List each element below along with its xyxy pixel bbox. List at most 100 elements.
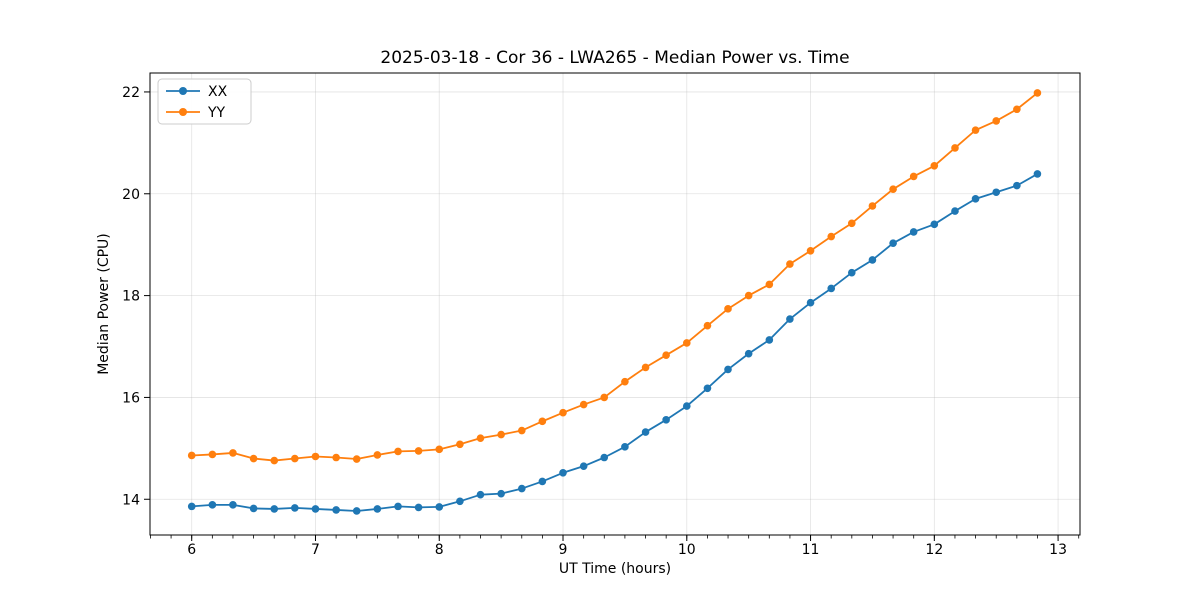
- y-tick-label: 18: [122, 289, 140, 305]
- xx-data-point: [249, 504, 258, 513]
- yy-data-point: [847, 219, 856, 228]
- xx-data-point: [971, 195, 980, 203]
- axis-ticks: [144, 91, 1080, 541]
- xx-data-point: [291, 504, 299, 512]
- plot-border: [149, 72, 1081, 536]
- x-tick-label: 9: [559, 542, 568, 558]
- xx-data-point: [641, 428, 650, 436]
- xx-series: [187, 170, 1042, 515]
- yy-data-point: [249, 454, 258, 463]
- xx-data-point: [1033, 170, 1042, 178]
- legend-marker-icon: [179, 108, 187, 116]
- yy-data-point: [538, 417, 547, 426]
- yy-data-point: [579, 400, 588, 409]
- xx-data-point: [373, 505, 382, 513]
- xx-data-point: [538, 477, 547, 486]
- xx-data-point: [744, 349, 753, 358]
- x-tick-label: 12: [925, 542, 943, 558]
- yy-data-point: [600, 393, 609, 402]
- yy-data-point: [352, 455, 361, 463]
- xx-data-point: [311, 505, 320, 513]
- xx-data-point: [497, 489, 505, 498]
- xx-data-point: [579, 462, 588, 470]
- legend-box: [157, 78, 252, 125]
- xx-data-point: [992, 188, 1001, 197]
- yy-data-point: [456, 440, 464, 449]
- x-tick-label: 7: [311, 542, 320, 558]
- xx-data-point: [889, 239, 897, 247]
- y-tick-label: 20: [122, 187, 140, 203]
- yy-data-point: [889, 185, 897, 193]
- legend-label: YY: [207, 105, 226, 121]
- yy-data-point: [909, 172, 918, 181]
- yy-data-point: [291, 454, 299, 463]
- y-tick-label: 22: [122, 85, 140, 101]
- yy-data-point: [414, 447, 423, 455]
- yy-data-point: [1013, 105, 1021, 114]
- x-tick-label: 11: [802, 542, 820, 558]
- xx-data-point: [806, 298, 815, 307]
- yy-data-point: [497, 430, 505, 439]
- xx-data-point: [930, 220, 939, 229]
- xx-data-point: [270, 505, 279, 513]
- yy-data-point: [373, 451, 382, 459]
- yy-data-point: [786, 260, 794, 268]
- xx-data-point: [1013, 181, 1021, 190]
- xx-data-point: [518, 484, 526, 493]
- yy-data-point: [518, 426, 526, 435]
- x-tick-label: 13: [1049, 542, 1067, 558]
- yy-data-point: [662, 351, 670, 359]
- xx-data-point: [476, 490, 485, 499]
- yy-data-point: [476, 434, 485, 442]
- x-tick-label: 6: [187, 542, 196, 558]
- xx-data-point: [868, 256, 877, 264]
- xx-data-point: [951, 207, 959, 215]
- yy-data-point: [724, 305, 732, 313]
- xx-data-point: [847, 268, 856, 277]
- xx-data-point: [827, 284, 836, 293]
- xx-data-point: [909, 228, 918, 236]
- xx-data-point: [703, 384, 712, 393]
- yy-data-point: [187, 451, 196, 460]
- xx-data-point: [332, 506, 340, 514]
- x-axis-label: UT Time (hours): [559, 561, 671, 577]
- yy-data-point: [951, 144, 959, 152]
- xx-data-point: [682, 402, 691, 410]
- yy-data-point: [311, 452, 320, 461]
- y-tick-label: 14: [122, 492, 140, 508]
- yy-data-point: [806, 246, 815, 255]
- yy-data-point: [621, 377, 629, 386]
- yy-data-point: [682, 339, 691, 347]
- yy-data-point: [930, 161, 939, 170]
- y-tick-label: 16: [122, 390, 140, 406]
- legend-item-xx: XX: [166, 84, 228, 100]
- yy-data-point: [703, 321, 712, 330]
- xx-data-point: [229, 501, 237, 509]
- yy-data-point: [992, 117, 1001, 125]
- yy-data-point: [744, 291, 753, 300]
- yy-data-point: [394, 447, 402, 456]
- xx-data-point: [765, 336, 774, 344]
- xx-data-point: [786, 315, 794, 323]
- xx-data-point: [621, 443, 629, 451]
- yy-data-point: [971, 126, 980, 134]
- xx-data-point: [187, 502, 196, 511]
- x-tick-label: 10: [678, 542, 696, 558]
- yy-data-point: [332, 453, 340, 462]
- xx-data-point: [435, 503, 444, 511]
- yy-data-point: [868, 202, 877, 210]
- xx-data-point: [414, 503, 423, 512]
- xx-data-point: [724, 365, 732, 374]
- xx-data-point: [600, 453, 609, 462]
- xx-data-point: [559, 468, 567, 477]
- legend-label: XX: [208, 84, 228, 100]
- xx-data-point: [394, 502, 402, 511]
- yy-data-point: [641, 363, 650, 372]
- chart-title: 2025-03-18 - Cor 36 - LWA265 - Median Po…: [380, 48, 849, 68]
- yy-data-point: [208, 450, 217, 459]
- yy-data-point: [270, 456, 279, 465]
- yy-data-point: [559, 408, 567, 417]
- legend-item-yy: YY: [166, 105, 226, 121]
